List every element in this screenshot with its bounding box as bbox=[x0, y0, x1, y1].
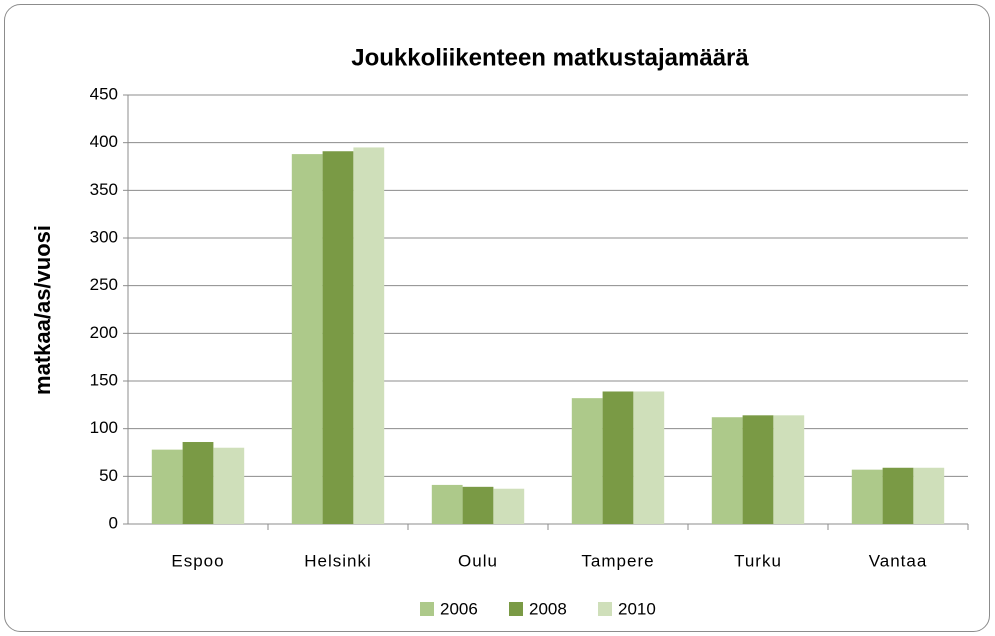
y-tick-label: 100 bbox=[90, 418, 118, 437]
bar bbox=[291, 154, 323, 524]
y-tick-label: 400 bbox=[90, 132, 118, 151]
y-axis-label: matkaa/as/vuosi bbox=[30, 225, 55, 395]
legend-label: 2008 bbox=[529, 599, 567, 618]
bar bbox=[213, 447, 245, 524]
y-tick-label: 250 bbox=[90, 275, 118, 294]
bar bbox=[602, 391, 634, 524]
bar bbox=[462, 486, 494, 524]
bar bbox=[851, 469, 883, 524]
bar bbox=[182, 442, 214, 524]
x-tick-label: Turku bbox=[734, 551, 782, 570]
y-tick-label: 0 bbox=[109, 513, 118, 532]
y-tick-label: 450 bbox=[90, 84, 118, 103]
legend-swatch bbox=[509, 602, 523, 616]
legend-swatch bbox=[598, 602, 612, 616]
bar bbox=[353, 147, 385, 524]
bar bbox=[773, 415, 805, 524]
x-tick-label: Vantaa bbox=[869, 551, 928, 570]
chart-title: Joukkoliikenteen matkustajamäärä bbox=[351, 44, 749, 71]
bar bbox=[742, 415, 774, 524]
bar bbox=[633, 391, 665, 524]
bar bbox=[151, 449, 183, 524]
bar bbox=[431, 484, 463, 524]
y-tick-label: 50 bbox=[99, 466, 118, 485]
bar bbox=[913, 467, 945, 524]
bar bbox=[711, 417, 743, 524]
bar bbox=[882, 467, 914, 524]
y-tick-label: 350 bbox=[90, 180, 118, 199]
legend-label: 2006 bbox=[440, 599, 478, 618]
bar bbox=[571, 398, 603, 524]
legend-label: 2010 bbox=[618, 599, 656, 618]
x-tick-label: Helsinki bbox=[304, 551, 372, 570]
bar bbox=[493, 488, 525, 524]
legend-swatch bbox=[420, 602, 434, 616]
y-tick-label: 200 bbox=[90, 323, 118, 342]
y-tick-label: 150 bbox=[90, 370, 118, 389]
bar bbox=[322, 151, 354, 524]
y-tick-label: 300 bbox=[90, 227, 118, 246]
x-tick-label: Espoo bbox=[171, 551, 224, 570]
x-tick-label: Oulu bbox=[458, 551, 498, 570]
chart-frame bbox=[4, 4, 990, 632]
x-tick-label: Tampere bbox=[581, 551, 654, 570]
